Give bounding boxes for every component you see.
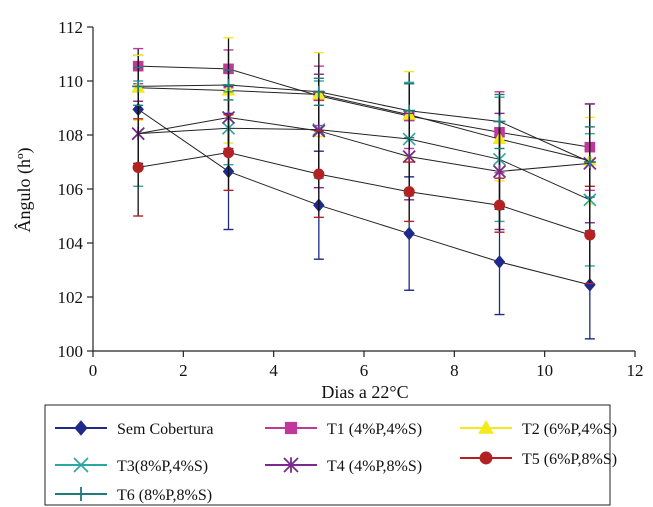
series-3 (131, 80, 597, 267)
data-point (312, 85, 325, 98)
legend-marker (478, 419, 494, 434)
series-line (138, 65, 590, 148)
legend-marker (73, 457, 89, 473)
data-point (493, 255, 506, 269)
data-point (493, 199, 506, 211)
legend-item-0: Sem Cobertura (55, 420, 213, 438)
legend-label: T4 (4%P,8%S) (327, 458, 422, 475)
series-line (138, 127, 591, 201)
data-point (403, 104, 416, 117)
plot-area: 100 102 104 106 108 110 112 0 2 4 6 8 10 12 (58, 18, 644, 380)
y-tick-label: 104 (58, 234, 84, 253)
y-tick-label: 102 (58, 288, 84, 307)
legend-item-1: T1 (4%P,4%S) (265, 421, 422, 438)
legend-label: T3(8%P,4%S) (117, 458, 208, 475)
y-tick-label: 100 (58, 342, 84, 361)
y-tick-label: 108 (58, 126, 84, 145)
y-tick-label: 106 (58, 180, 84, 199)
legend-marker (74, 420, 88, 436)
x-tick-label: 0 (89, 361, 98, 380)
series-4 (131, 73, 597, 231)
x-tick-label: 8 (450, 361, 459, 380)
series-line (138, 152, 590, 236)
x-axis-title: Dias a 22°C (321, 382, 408, 402)
data-point (583, 156, 596, 168)
data-point (222, 146, 235, 159)
legend-marker (284, 421, 298, 435)
data-point (403, 226, 415, 241)
y-tick-label: 110 (58, 72, 83, 91)
series-line (138, 116, 590, 172)
legend-marker (283, 457, 299, 473)
series-2 (131, 37, 597, 205)
x-tick-label: 10 (536, 361, 553, 380)
data-point (402, 149, 416, 164)
series-line (138, 87, 590, 162)
data-point (403, 186, 415, 198)
data-point (222, 79, 235, 92)
legend-label: T1 (4%P,4%S) (327, 421, 422, 438)
legend-item-6: T6 (8%P,8%S) (55, 487, 212, 504)
series-line (137, 108, 590, 286)
legend-item-4: T4 (4%P,8%S) (265, 457, 422, 475)
legend-marker (479, 451, 493, 465)
x-tick-label: 4 (269, 361, 278, 380)
x-tick-label: 6 (360, 361, 369, 380)
legend-box (44, 404, 611, 506)
legend-label: T6 (8%P,8%S) (117, 487, 212, 504)
legend: Sem Cobertura T1 (4%P,4%S) T2 (6%P,4%S) T3(… (44, 404, 617, 506)
legend-item-5: T5 (6%P,8%S) (460, 451, 617, 468)
series-6 (132, 66, 596, 198)
series-5 (132, 114, 596, 285)
data-point (493, 115, 506, 128)
x-tick-label: 12 (627, 361, 644, 380)
data-point (132, 161, 144, 173)
legend-label: T5 (6%P,8%S) (522, 451, 617, 468)
x-tick-label: 2 (179, 361, 188, 380)
data-point (492, 164, 507, 179)
legend-item-3: T3(8%P,4%S) (55, 457, 208, 475)
data-point (132, 80, 145, 93)
legend-marker (74, 487, 88, 501)
y-tick-label: 112 (58, 18, 83, 37)
data-point (313, 168, 325, 180)
series-0 (132, 54, 596, 340)
y-axis-title: Ângulo (hº) (13, 147, 35, 232)
legend-label: T2 (6%P,4%S) (522, 421, 617, 438)
series-line (138, 84, 591, 163)
legend-item-2: T2 (6%P,4%S) (460, 419, 617, 438)
data-point (584, 229, 596, 241)
legend-label: Sem Cobertura (117, 421, 213, 438)
